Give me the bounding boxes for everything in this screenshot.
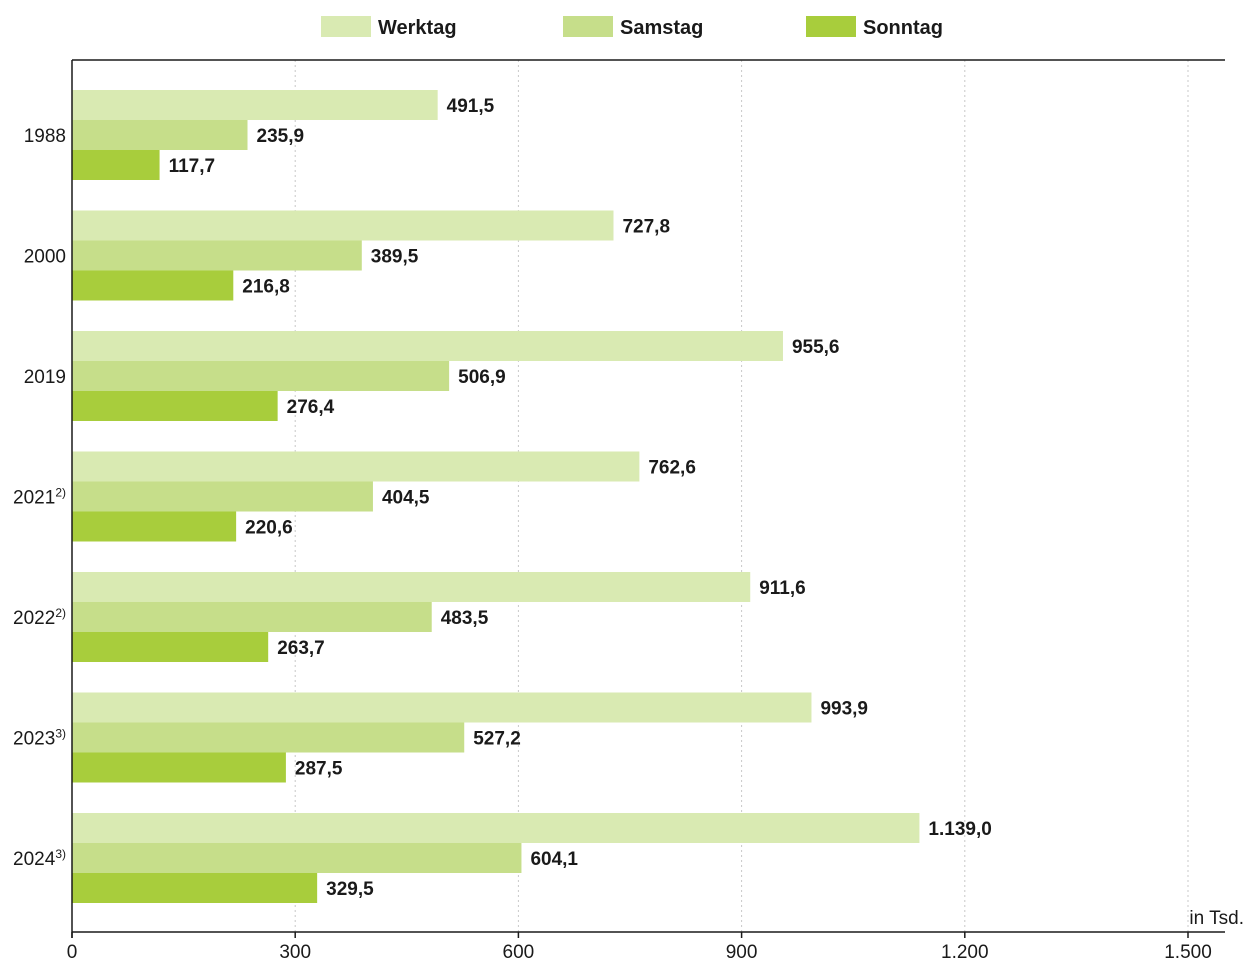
legend-swatch-sonntag	[806, 16, 856, 37]
bar-2019-werktag	[72, 331, 783, 361]
bar-2021-werktag	[72, 451, 640, 482]
category-year: 2022	[13, 608, 55, 629]
legend-label-samstag: Samstag	[620, 17, 703, 39]
bar-2019-samstag	[72, 361, 450, 391]
category-year: 2023	[13, 729, 55, 750]
category-year: 2000	[24, 247, 66, 268]
bar-2024-samstag	[72, 843, 522, 873]
bar-2022-samstag	[72, 602, 432, 632]
value-label-2022-sonntag: 263,7	[277, 638, 325, 659]
category-label-2000: 2000	[24, 247, 66, 268]
legend-label-sonntag: Sonntag	[863, 17, 943, 39]
category-footnote: 2)	[55, 606, 66, 620]
x-tick-label-0: 0	[67, 942, 78, 963]
x-tick-label-5: 1.500	[1164, 942, 1212, 963]
x-tick-label-1: 300	[279, 942, 311, 963]
value-label-2019-werktag: 955,6	[792, 337, 840, 358]
category-label-1988: 1988	[24, 126, 66, 147]
x-axis-unit-label: in Tsd.	[1189, 908, 1244, 929]
value-label-1988-sonntag: 117,7	[169, 156, 216, 177]
category-label-2019: 2019	[24, 367, 66, 388]
value-label-2024-sonntag: 329,5	[326, 879, 374, 900]
value-label-1988-werktag: 491,5	[447, 96, 495, 117]
bar-2024-sonntag	[72, 873, 318, 903]
legend: Werktag Samstag Sonntag	[321, 16, 943, 39]
legend-swatch-werktag	[321, 16, 371, 37]
category-year: 2024	[13, 849, 56, 870]
grid-lines	[294, 60, 1189, 932]
legend-label-werktag: Werktag	[378, 17, 457, 39]
legend-swatch-samstag	[563, 16, 613, 37]
category-label-2022: 20222)	[13, 606, 66, 629]
bar-2024-werktag	[72, 813, 920, 843]
value-label-2000-werktag: 727,8	[622, 217, 670, 238]
category-year: 2019	[24, 367, 66, 388]
category-year: 2021	[13, 488, 55, 509]
value-label-2023-sonntag: 287,5	[295, 759, 343, 780]
value-label-2024-samstag: 604,1	[530, 849, 578, 870]
x-tick-label-2: 600	[503, 942, 535, 963]
bar-2019-sonntag	[72, 391, 278, 421]
value-label-2021-samstag: 404,5	[382, 488, 430, 509]
value-label-2024-werktag: 1.139,0	[928, 819, 991, 840]
axes: 0 300 600 900 1.200 1.500 in Tsd.	[67, 59, 1244, 963]
value-label-2000-samstag: 389,5	[371, 247, 419, 268]
category-footnote: 3)	[55, 727, 66, 741]
value-label-2019-sonntag: 276,4	[287, 397, 335, 418]
bar-2021-samstag	[72, 481, 373, 512]
bar-1988-sonntag	[72, 150, 160, 180]
bar-2021-sonntag	[72, 511, 237, 542]
value-label-2019-samstag: 506,9	[458, 367, 506, 388]
bar-2000-samstag	[72, 240, 362, 271]
bar-2022-sonntag	[72, 632, 269, 662]
bar-2023-samstag	[72, 722, 465, 753]
value-label-2023-samstag: 527,2	[473, 729, 521, 750]
x-tick-label-4: 1.200	[941, 942, 989, 963]
value-label-2021-werktag: 762,6	[648, 458, 696, 479]
value-label-2000-sonntag: 216,8	[242, 277, 290, 298]
category-label-2024: 20243)	[13, 847, 66, 870]
category-year: 1988	[24, 126, 66, 147]
bar-1988-samstag	[72, 120, 248, 150]
bar-2023-werktag	[72, 692, 812, 723]
bar-1988-werktag	[72, 90, 438, 120]
bars	[72, 90, 920, 903]
bar-2022-werktag	[72, 572, 751, 602]
bar-2000-sonntag	[72, 270, 234, 301]
labels: 491,5 235,9 117,7 1988 727,8 389,5 216,8 2000 95…	[13, 96, 992, 900]
value-label-2023-werktag: 993,9	[820, 699, 868, 720]
x-tick-label-3: 900	[726, 942, 758, 963]
category-label-2023: 20233)	[13, 727, 66, 750]
category-label-2021: 20212)	[13, 486, 66, 509]
bar-2000-werktag	[72, 210, 614, 241]
category-footnote: 3)	[55, 847, 66, 861]
value-label-2021-sonntag: 220,6	[245, 518, 293, 539]
value-label-1988-samstag: 235,9	[257, 126, 305, 147]
category-footnote: 2)	[55, 486, 66, 500]
value-label-2022-werktag: 911,6	[759, 578, 806, 599]
value-label-2022-samstag: 483,5	[441, 608, 489, 629]
bar-2023-sonntag	[72, 752, 286, 783]
